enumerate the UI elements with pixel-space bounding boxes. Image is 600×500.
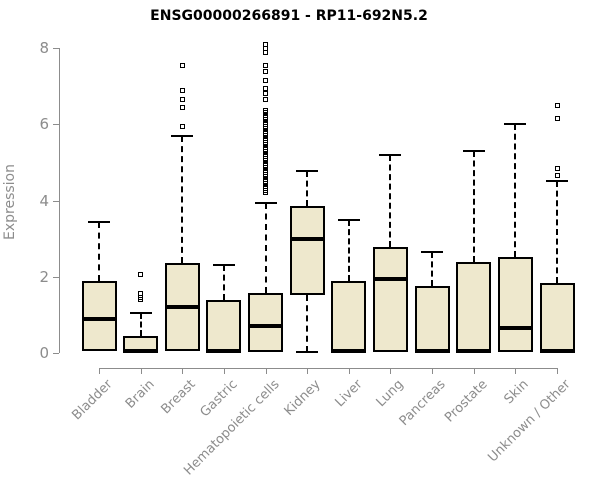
x-axis-tick	[307, 368, 309, 374]
upper-whisker	[98, 221, 100, 281]
outlier-point	[179, 87, 185, 93]
x-axis-line	[99, 368, 558, 369]
boxplot-box	[456, 261, 492, 353]
median-line	[372, 276, 408, 281]
y-tick-label: 0	[39, 344, 49, 362]
upper-whisker	[181, 135, 184, 264]
outlier-point	[179, 97, 185, 103]
outlier-point	[138, 272, 144, 278]
outlier-point	[263, 85, 269, 91]
median-line	[123, 349, 159, 354]
boxplot-box	[248, 293, 284, 353]
upper-staple	[379, 153, 402, 156]
upper-whisker	[139, 312, 142, 336]
upper-staple	[296, 169, 319, 172]
boxplot-box	[414, 286, 450, 353]
median-line	[497, 326, 533, 331]
upper-staple	[129, 311, 152, 314]
median-line	[81, 316, 117, 321]
boxplot-box	[81, 280, 117, 352]
boxplot-box	[289, 206, 325, 296]
outlier-point	[179, 62, 185, 68]
upper-staple	[254, 201, 277, 204]
outlier-point	[263, 41, 269, 47]
boxplot-box	[331, 280, 367, 353]
x-axis-tick	[348, 368, 350, 374]
upper-staple	[546, 179, 569, 182]
upper-staple	[212, 264, 235, 267]
x-axis-tick	[99, 368, 100, 374]
boxplot-box	[539, 282, 575, 353]
outlier-point	[554, 116, 560, 122]
y-axis-tick	[53, 200, 59, 202]
outlier-point	[554, 165, 560, 171]
upper-staple	[504, 123, 527, 126]
lower-whisker	[306, 295, 309, 353]
median-line	[456, 349, 492, 354]
median-line	[248, 324, 284, 329]
y-axis-line	[59, 48, 60, 353]
y-axis-tick	[53, 48, 59, 50]
outlier-point	[263, 68, 269, 74]
y-tick-label: 8	[39, 39, 49, 58]
upper-staple	[337, 218, 360, 221]
outlier-point	[138, 291, 144, 297]
upper-whisker	[264, 202, 267, 294]
y-tick-label: 4	[39, 191, 49, 210]
upper-whisker	[306, 170, 309, 207]
upper-staple	[421, 251, 444, 254]
upper-whisker	[514, 124, 517, 257]
x-axis-tick	[182, 368, 184, 374]
x-axis-tick	[223, 368, 225, 374]
y-axis-tick	[53, 276, 59, 278]
median-line	[539, 349, 575, 354]
outlier-point	[179, 104, 185, 110]
upper-whisker	[347, 219, 350, 281]
upper-whisker	[389, 154, 392, 248]
upper-staple	[462, 150, 485, 153]
outlier-point	[179, 123, 185, 129]
x-axis-tick	[390, 368, 392, 374]
median-line	[164, 305, 200, 310]
upper-staple	[88, 220, 110, 223]
outlier-point	[554, 102, 560, 108]
outlier-point	[554, 173, 560, 179]
y-tick-label: 6	[39, 115, 49, 134]
x-axis-tick	[473, 368, 475, 374]
y-axis-tick	[53, 124, 59, 126]
upper-whisker	[431, 252, 434, 287]
outlier-point	[263, 97, 269, 103]
y-axis-tick	[53, 353, 59, 354]
upper-whisker	[556, 180, 559, 283]
median-line	[206, 349, 242, 354]
lower-staple	[296, 351, 319, 354]
outlier-point	[263, 91, 269, 97]
boxplot-box	[206, 299, 242, 353]
x-axis-tick	[515, 368, 517, 374]
x-axis-tick	[557, 368, 559, 374]
upper-staple	[171, 134, 194, 137]
boxplot-box	[372, 247, 408, 353]
outlier-point	[263, 78, 269, 84]
median-line	[414, 349, 450, 354]
chart-title: ENSG00000266891 - RP11-692N5.2	[150, 8, 428, 24]
upper-whisker	[472, 151, 475, 262]
x-axis-tick	[432, 368, 434, 374]
median-line	[331, 349, 367, 354]
median-line	[289, 236, 325, 241]
x-axis-tick	[265, 368, 267, 374]
upper-whisker	[222, 265, 225, 300]
outlier-point	[263, 62, 269, 68]
x-axis-tick	[140, 368, 142, 374]
outlier-point	[263, 108, 269, 114]
y-tick-label: 2	[39, 267, 49, 286]
boxplot-box	[497, 256, 533, 353]
